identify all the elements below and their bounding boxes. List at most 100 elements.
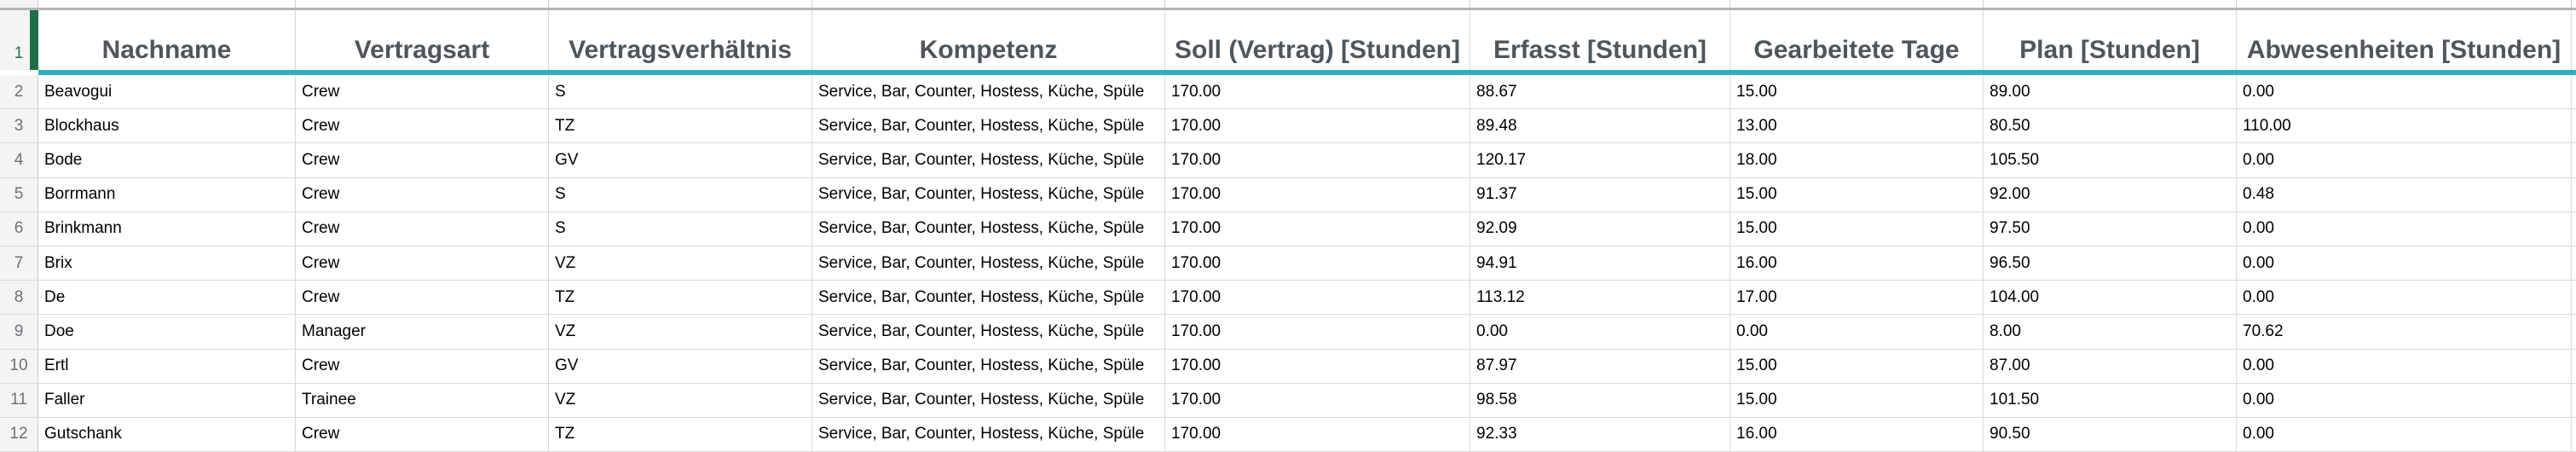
cell-abwesenheiten[interactable]: 0.00 <box>2237 246 2572 281</box>
cell-nachname[interactable]: Gutschank <box>38 417 296 452</box>
cell-kompetenz[interactable]: Service, Bar, Counter, Hostess, Küche, S… <box>812 349 1165 383</box>
column-header-kompetenz[interactable]: Kompetenz <box>812 10 1165 70</box>
cell-nachname[interactable]: Borrmann <box>38 177 296 212</box>
cell-nachname[interactable]: Brinkmann <box>38 212 296 246</box>
cell-kompetenz[interactable]: Service, Bar, Counter, Hostess, Küche, S… <box>812 75 1165 109</box>
cell-plan[interactable]: 8.00 <box>1984 315 2237 349</box>
cell-vertragsart[interactable]: Crew <box>296 109 549 143</box>
cell-nachname[interactable]: Faller <box>38 383 296 417</box>
cell-erfasst[interactable]: 113.12 <box>1470 281 1730 315</box>
row-header[interactable]: 6 <box>0 212 38 246</box>
cell-gearbeitete-tage[interactable]: 0.00 <box>1730 315 1984 349</box>
cell-vertragsart[interactable]: Crew <box>296 349 549 383</box>
cell-nachname[interactable]: Blockhaus <box>38 109 296 143</box>
cell-erfasst[interactable]: 91.37 <box>1470 177 1730 212</box>
row-header[interactable]: 2 <box>0 75 38 109</box>
cell-erfasst[interactable]: 89.48 <box>1470 109 1730 143</box>
cell-empty[interactable] <box>2572 281 2576 314</box>
cell-kompetenz[interactable]: Service, Bar, Counter, Hostess, Küche, S… <box>812 109 1165 143</box>
row-header[interactable]: 5 <box>0 177 38 212</box>
cell-gearbeitete-tage[interactable]: 18.00 <box>1730 143 1984 177</box>
cell-soll[interactable]: 170.00 <box>1165 246 1470 281</box>
cell-empty[interactable] <box>2572 75 2576 108</box>
cell-plan[interactable]: 89.00 <box>1984 75 2237 109</box>
corner-cell[interactable] <box>0 0 38 8</box>
cell-kompetenz[interactable]: Service, Bar, Counter, Hostess, Küche, S… <box>812 281 1165 315</box>
cell-soll[interactable]: 170.00 <box>1165 75 1470 109</box>
cell-empty[interactable] <box>2572 109 2576 142</box>
row-header[interactable]: 11 <box>0 383 38 417</box>
cell-erfasst[interactable]: 92.09 <box>1470 212 1730 246</box>
cell-gearbeitete-tage[interactable]: 15.00 <box>1730 383 1984 417</box>
row-header[interactable]: 4 <box>0 143 38 177</box>
cell-soll[interactable]: 170.00 <box>1165 212 1470 246</box>
cell-vertragsverhaeltnis[interactable]: TZ <box>549 109 812 143</box>
cell-abwesenheiten[interactable]: 0.00 <box>2237 281 2572 315</box>
cell-erfasst[interactable]: 88.67 <box>1470 75 1730 109</box>
cell-empty[interactable] <box>2572 246 2576 280</box>
cell-vertragsverhaeltnis[interactable]: TZ <box>549 417 812 452</box>
cell-erfasst[interactable]: 87.97 <box>1470 349 1730 383</box>
cell-vertragsverhaeltnis[interactable]: VZ <box>549 315 812 349</box>
column-header-nachname[interactable]: Nachname <box>38 10 296 70</box>
cell-plan[interactable]: 96.50 <box>1984 246 2237 281</box>
cell-nachname[interactable]: Bode <box>38 143 296 177</box>
cell-abwesenheiten[interactable]: 0.00 <box>2237 143 2572 177</box>
row-header[interactable]: 7 <box>0 246 38 281</box>
row-header[interactable]: 3 <box>0 109 38 143</box>
cell-gearbeitete-tage[interactable]: 15.00 <box>1730 212 1984 246</box>
row-header[interactable]: 12 <box>0 417 38 452</box>
cell-soll[interactable]: 170.00 <box>1165 349 1470 383</box>
cell-plan[interactable]: 90.50 <box>1984 417 2237 452</box>
cell-vertragsverhaeltnis[interactable]: VZ <box>549 246 812 281</box>
cell-gearbeitete-tage[interactable]: 16.00 <box>1730 417 1984 452</box>
cell-abwesenheiten[interactable]: 0.48 <box>2237 177 2572 212</box>
cell-erfasst[interactable]: 94.91 <box>1470 246 1730 281</box>
row-header[interactable]: 8 <box>0 281 38 315</box>
cell-plan[interactable]: 80.50 <box>1984 109 2237 143</box>
cell-plan[interactable]: 92.00 <box>1984 177 2237 212</box>
cell-nachname[interactable]: Ertl <box>38 349 296 383</box>
cell-vertragsart[interactable]: Trainee <box>296 383 549 417</box>
cell-empty[interactable] <box>2572 143 2576 177</box>
cell-empty[interactable] <box>2572 418 2576 451</box>
cell-kompetenz[interactable]: Service, Bar, Counter, Hostess, Küche, S… <box>812 143 1165 177</box>
cell-empty[interactable] <box>2572 350 2576 383</box>
cell-vertragsverhaeltnis[interactable]: VZ <box>549 383 812 417</box>
cell-nachname[interactable]: Doe <box>38 315 296 349</box>
cell-vertragsart[interactable]: Crew <box>296 281 549 315</box>
row-header[interactable]: 9 <box>0 315 38 349</box>
cell-empty[interactable] <box>2572 178 2576 212</box>
cell-vertragsverhaeltnis[interactable]: GV <box>549 143 812 177</box>
cell-soll[interactable]: 170.00 <box>1165 143 1470 177</box>
cell-kompetenz[interactable]: Service, Bar, Counter, Hostess, Küche, S… <box>812 315 1165 349</box>
cell-abwesenheiten[interactable]: 0.00 <box>2237 75 2572 109</box>
row-header[interactable]: 10 <box>0 349 38 383</box>
cell-nachname[interactable]: De <box>38 281 296 315</box>
cell-vertragsverhaeltnis[interactable]: S <box>549 75 812 109</box>
cell-soll[interactable]: 170.00 <box>1165 383 1470 417</box>
cell-vertragsverhaeltnis[interactable]: S <box>549 177 812 212</box>
cell-empty[interactable] <box>2572 384 2576 417</box>
cell-kompetenz[interactable]: Service, Bar, Counter, Hostess, Küche, S… <box>812 177 1165 212</box>
cell-gearbeitete-tage[interactable]: 15.00 <box>1730 177 1984 212</box>
cell-gearbeitete-tage[interactable]: 13.00 <box>1730 109 1984 143</box>
cell-empty[interactable] <box>2572 315 2576 348</box>
cell-erfasst[interactable]: 98.58 <box>1470 383 1730 417</box>
cell-vertragsart[interactable]: Crew <box>296 417 549 452</box>
cell-abwesenheiten[interactable]: 110.00 <box>2237 109 2572 143</box>
cell-vertragsart[interactable]: Manager <box>296 315 549 349</box>
cell-abwesenheiten[interactable]: 0.00 <box>2237 349 2572 383</box>
cell-soll[interactable]: 170.00 <box>1165 315 1470 349</box>
cell-abwesenheiten[interactable]: 0.00 <box>2237 212 2572 246</box>
cell-erfasst[interactable]: 120.17 <box>1470 143 1730 177</box>
cell-abwesenheiten[interactable]: 70.62 <box>2237 315 2572 349</box>
column-header-vertragsart[interactable]: Vertragsart <box>296 10 549 70</box>
cell-plan[interactable]: 87.00 <box>1984 349 2237 383</box>
cell-vertragsart[interactable]: Crew <box>296 75 549 109</box>
cell-soll[interactable]: 170.00 <box>1165 281 1470 315</box>
cell-gearbeitete-tage[interactable]: 16.00 <box>1730 246 1984 281</box>
column-header-abwesenheiten-stunden[interactable]: Abwesenheiten [Stunden] <box>2237 10 2572 70</box>
cell-kompetenz[interactable]: Service, Bar, Counter, Hostess, Küche, S… <box>812 212 1165 246</box>
cell-gearbeitete-tage[interactable]: 15.00 <box>1730 75 1984 109</box>
